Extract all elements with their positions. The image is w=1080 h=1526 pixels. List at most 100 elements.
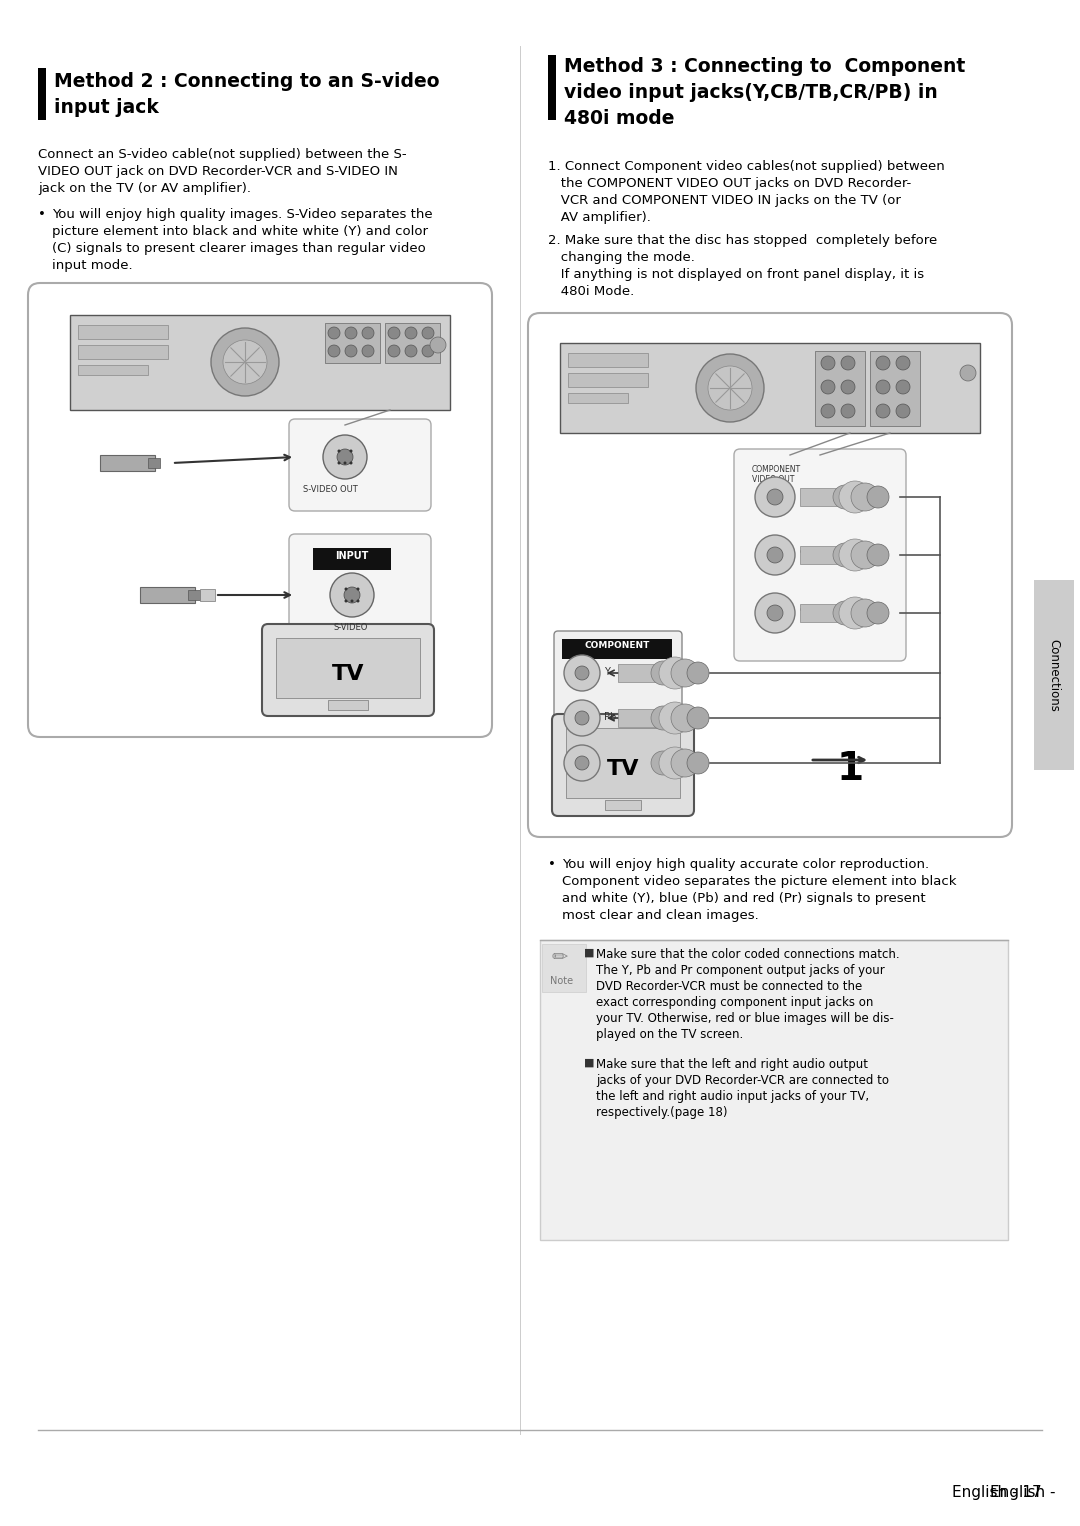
Text: 1. Connect Component video cables(not supplied) between: 1. Connect Component video cables(not su… [548,160,945,172]
Text: the COMPONENT VIDEO OUT jacks on DVD Recorder-: the COMPONENT VIDEO OUT jacks on DVD Rec… [548,177,912,191]
Text: You will enjoy high quality images. S-Video separates the: You will enjoy high quality images. S-Vi… [52,208,433,221]
Circle shape [430,337,446,353]
Circle shape [696,354,764,423]
Circle shape [422,345,434,357]
Text: •: • [38,208,45,221]
Bar [188,591,200,600]
Text: S-VIDEO OUT: S-VIDEO OUT [303,485,357,494]
Circle shape [651,707,675,729]
Bar [618,754,658,772]
FancyBboxPatch shape [554,630,681,794]
Text: CB/Pb: CB/Pb [800,549,821,555]
Bar [566,728,680,798]
Circle shape [362,345,374,357]
Circle shape [671,659,699,687]
Circle shape [575,665,589,681]
Circle shape [356,588,360,591]
Text: If anything is not displayed on front panel display, it is: If anything is not displayed on front pa… [548,269,924,281]
Circle shape [671,703,699,732]
FancyBboxPatch shape [262,624,434,716]
FancyBboxPatch shape [552,714,694,816]
Circle shape [405,327,417,339]
Bar [140,588,195,603]
Circle shape [575,711,589,725]
FancyBboxPatch shape [28,282,492,737]
Bar [148,458,160,468]
Circle shape [575,755,589,771]
Bar [70,314,450,410]
Bar [568,353,648,366]
Text: jack on the TV (or AV amplifier).: jack on the TV (or AV amplifier). [38,182,251,195]
Bar [542,945,586,992]
Circle shape [211,328,279,397]
Text: Method 2 : Connecting to an S-video: Method 2 : Connecting to an S-video [54,72,440,92]
Text: Y: Y [800,491,805,497]
Bar [800,488,840,507]
Text: VIDEO OUT: VIDEO OUT [752,475,795,484]
Circle shape [345,600,348,603]
Circle shape [328,327,340,339]
Bar [870,351,920,426]
Bar [313,548,391,571]
Text: jacks of your DVD Recorder-VCR are connected to: jacks of your DVD Recorder-VCR are conne… [596,1074,889,1087]
Text: 480i mode: 480i mode [564,108,675,128]
Circle shape [851,600,879,627]
Circle shape [659,748,691,778]
Circle shape [337,461,340,464]
FancyBboxPatch shape [734,449,906,661]
Text: English -: English - [990,1485,1061,1500]
Circle shape [839,481,870,513]
Text: Connect an S-video cable(not supplied) between the S-: Connect an S-video cable(not supplied) b… [38,148,407,162]
Bar [78,325,168,339]
Bar [38,69,46,121]
Circle shape [839,597,870,629]
Bar [78,345,168,359]
Text: 480i Mode.: 480i Mode. [548,285,634,298]
Circle shape [851,542,879,569]
Bar [1034,580,1074,771]
Circle shape [564,655,600,691]
Text: exact corresponding component input jacks on: exact corresponding component input jack… [596,996,874,1009]
Circle shape [323,435,367,479]
Text: 2. Make sure that the disc has stopped  completely before: 2. Make sure that the disc has stopped c… [548,233,937,247]
Circle shape [345,588,360,603]
Circle shape [821,356,835,369]
Circle shape [222,340,267,385]
Circle shape [328,345,340,357]
FancyBboxPatch shape [289,420,431,511]
Text: The Y, Pb and Pr component output jacks of your: The Y, Pb and Pr component output jacks … [596,964,885,977]
Text: COMPONENT: COMPONENT [752,465,801,475]
Bar [328,700,368,710]
Text: •: • [548,858,556,871]
Circle shape [356,600,360,603]
FancyBboxPatch shape [528,313,1012,836]
Circle shape [841,356,855,369]
Circle shape [867,543,889,566]
Circle shape [422,327,434,339]
Text: (C) signals to present clearer images than regular video: (C) signals to present clearer images th… [52,243,426,255]
Circle shape [671,749,699,777]
Circle shape [687,707,708,729]
Text: ✏: ✏ [552,948,568,967]
Bar [325,324,380,363]
Circle shape [833,601,858,626]
Text: Make sure that the left and right audio output: Make sure that the left and right audio … [596,1058,868,1071]
Bar [568,372,648,388]
Circle shape [564,745,600,781]
Circle shape [839,539,870,571]
Bar [568,394,627,403]
Bar [800,604,840,623]
Circle shape [350,450,352,453]
Text: respectively.(page 18): respectively.(page 18) [596,1106,728,1119]
Text: most clear and clean images.: most clear and clean images. [562,909,759,922]
Text: COMPONENT: COMPONENT [584,641,650,650]
FancyBboxPatch shape [289,534,431,656]
Circle shape [876,380,890,394]
Circle shape [337,450,340,453]
Text: 1: 1 [836,749,864,787]
Circle shape [343,461,347,464]
Text: Y: Y [604,667,610,678]
Bar [540,940,1008,1241]
Bar [562,639,672,659]
Circle shape [841,380,855,394]
